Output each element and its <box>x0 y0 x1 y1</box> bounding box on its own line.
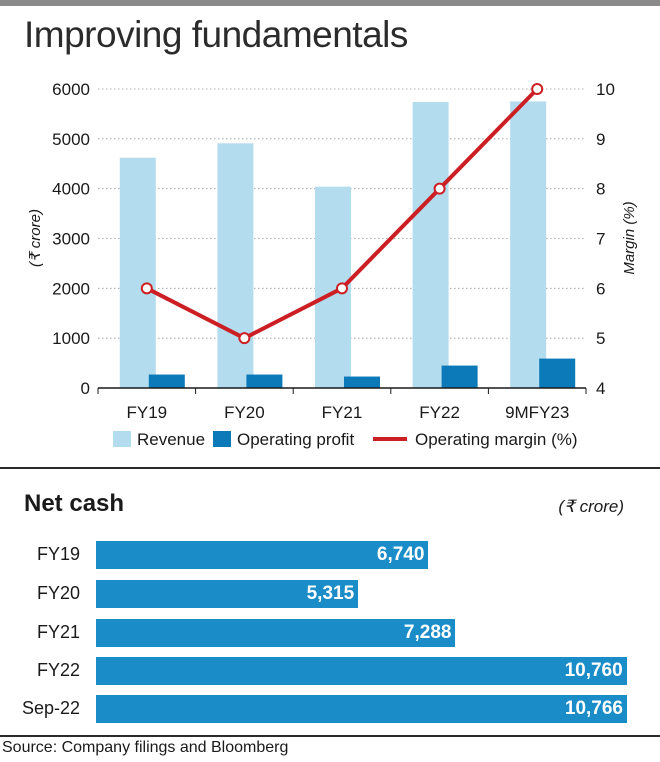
operating-profit-bar <box>441 365 478 388</box>
net-cash-value-label: 10,760 <box>564 660 623 681</box>
revenue-bar <box>119 157 156 388</box>
net-cash-category-label: FY20 <box>36 583 80 603</box>
revenue-bar <box>217 143 254 388</box>
operating-margin-point <box>433 182 446 195</box>
legend-label-operating-margin: Operating margin (%) <box>415 430 578 449</box>
net-cash-bar: 6,740 <box>96 541 429 569</box>
net-cash-bar: 7,288 <box>96 619 456 647</box>
y-axis-label: (₹ crore) <box>27 209 44 267</box>
source-note: Source: Company filings and Bloomberg <box>2 739 289 756</box>
net-cash-row: FY20 5,315 <box>0 580 660 608</box>
net-cash-bar: 5,315 <box>96 580 359 608</box>
net-cash-value-label: 7,288 <box>403 622 452 643</box>
revenue-bar <box>412 101 449 388</box>
legend-label-operating-profit: Operating profit <box>237 430 354 449</box>
y2-tick-label: 9 <box>596 130 605 149</box>
x-tick-label: 9MFY23 <box>505 403 569 422</box>
y-tick-label: 1000 <box>52 329 90 348</box>
y-tick-label: 0 <box>81 379 90 398</box>
net-cash-category-label: FY21 <box>36 622 80 642</box>
net-cash-category-label: FY22 <box>36 660 80 680</box>
divider-bottom <box>0 735 660 737</box>
y2-tick-label: 5 <box>596 329 605 348</box>
net-cash-title: Net cash <box>24 490 125 517</box>
combo-chart: 0 1000 2000 3000 4000 5000 6000 4 5 6 7 8 9 10 (₹ cror… <box>27 80 638 449</box>
y-tick-label: 3000 <box>52 230 90 249</box>
y2-tick-label: 10 <box>596 80 615 99</box>
net-cash-value-label: 10,766 <box>564 698 623 719</box>
y2-tick-label: 4 <box>596 379 605 398</box>
y-tick-label: 6000 <box>52 80 90 99</box>
operating-profit-bar <box>539 358 576 388</box>
net-cash-category-label: Sep-22 <box>21 698 80 718</box>
x-tick-label: FY20 <box>224 403 265 422</box>
net-cash-row: Sep-22 10,766 <box>0 695 660 723</box>
operating-profit-bar <box>246 374 283 388</box>
y-tick-label: 4000 <box>52 180 90 199</box>
x-tick-label: FY22 <box>419 403 460 422</box>
y2-axis-label: Margin (%) <box>621 201 638 274</box>
divider-top <box>0 467 660 469</box>
net-cash-row: FY22 10,760 <box>0 657 660 685</box>
y2-tick-label: 8 <box>596 180 605 199</box>
x-tick-label: FY21 <box>322 403 363 422</box>
net-cash-row: FY21 7,288 <box>0 619 660 647</box>
y2-tick-label: 6 <box>596 279 605 298</box>
y-tick-label: 5000 <box>52 130 90 149</box>
operating-margin-point <box>140 282 153 295</box>
operating-margin-point <box>238 332 251 345</box>
operating-margin-point <box>336 282 348 295</box>
net-cash-value-label: 5,315 <box>306 583 355 604</box>
y2-tick-label: 7 <box>596 230 605 249</box>
net-cash-row: FY19 6,740 <box>0 541 660 569</box>
net-cash-unit: (₹ crore) <box>558 497 624 516</box>
revenue-bar <box>510 101 547 388</box>
top-bar <box>0 0 660 6</box>
page-title: Improving fundamentals <box>24 14 408 55</box>
legend-swatch-operating-profit <box>213 431 231 447</box>
x-tick-label: FY19 <box>126 403 167 422</box>
operating-margin-point <box>531 83 544 95</box>
net-cash-category-label: FY19 <box>36 544 80 564</box>
operating-profit-bar <box>344 376 380 388</box>
net-cash-bar: 10,766 <box>96 695 627 723</box>
legend-label-revenue: Revenue <box>137 430 205 449</box>
operating-profit-bar <box>148 374 185 388</box>
legend-swatch-revenue <box>113 431 131 447</box>
net-cash-bar: 10,760 <box>96 657 627 685</box>
net-cash-value-label: 6,740 <box>376 544 425 565</box>
y-tick-label: 2000 <box>52 279 90 298</box>
